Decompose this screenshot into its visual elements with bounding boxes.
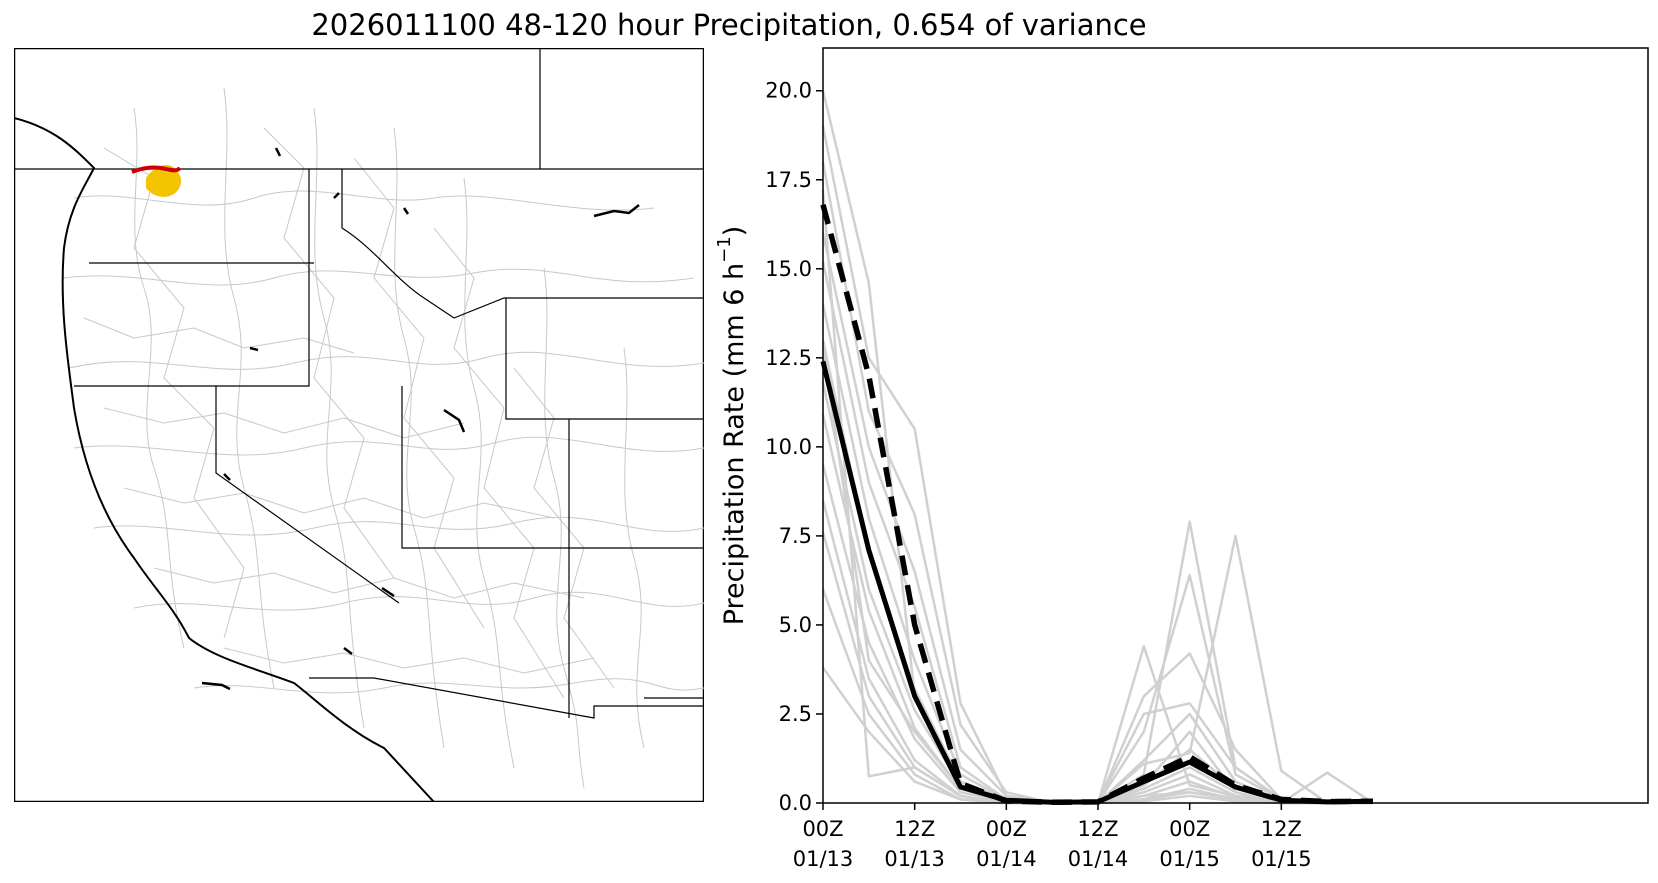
x-tick-label: 01/13 <box>884 847 945 871</box>
x-tick-label: 01/14 <box>976 847 1037 871</box>
y-axis-ticks: 0.0 2.5 5.0 7.5 10.0 12.5 15.0 17.5 20.0 <box>765 79 823 815</box>
y-tick-label: 0.0 <box>779 791 812 815</box>
highlighted-river <box>131 165 182 174</box>
series-line-member-06 <box>821 304 1373 805</box>
x-tick-label: 00Z <box>802 817 843 841</box>
y-axis-label: Precipitation Rate (mm 6 h−1) <box>714 226 750 626</box>
highlighted-basin-region <box>146 164 182 197</box>
y-axis-label-superscript: −1 <box>714 236 735 263</box>
plot-frame <box>822 47 1649 804</box>
map-frame <box>13 47 705 803</box>
y-axis-label-text: Precipitation Rate (mm 6 h <box>719 263 750 625</box>
y-tick-label: 15.0 <box>765 257 812 281</box>
y-tick-label: 2.5 <box>779 702 812 726</box>
x-tick-label: 12Z <box>1261 817 1302 841</box>
x-tick-label: 01/13 <box>793 847 854 871</box>
y-tick-label: 12.5 <box>765 346 812 370</box>
lakes <box>201 147 640 691</box>
x-tick-label: 12Z <box>894 817 935 841</box>
x-tick-label: 00Z <box>986 817 1027 841</box>
series-line-member-01 <box>821 90 1373 805</box>
y-axis-label-end: ) <box>719 226 750 237</box>
y-tick-label: 20.0 <box>765 79 812 103</box>
x-axis-ticks: 00Z 01/13 12Z 01/13 00Z 01/14 12Z 01/14 00Z 01/15… <box>793 803 1312 871</box>
x-tick-label: 12Z <box>1077 817 1118 841</box>
page-title: 2026011100 48-120 hour Precipitation, 0.… <box>311 8 1147 42</box>
western-us-map <box>13 47 705 803</box>
state-borders <box>14 48 704 719</box>
x-tick-label: 01/15 <box>1159 847 1220 871</box>
x-tick-label: 00Z <box>1169 817 1210 841</box>
highlighted-series-lines <box>820 203 1374 806</box>
coastline <box>13 117 435 803</box>
map-panel <box>13 47 705 803</box>
x-tick-label: 01/15 <box>1251 847 1312 871</box>
y-tick-label: 7.5 <box>779 524 812 548</box>
y-tick-label: 17.5 <box>765 168 812 192</box>
y-tick-label: 5.0 <box>779 613 812 637</box>
watershed-basins <box>63 87 705 789</box>
ensemble-member-lines <box>821 90 1374 805</box>
series-line-member-08 <box>821 382 1373 805</box>
y-tick-label: 10.0 <box>765 435 812 459</box>
x-tick-label: 01/14 <box>1068 847 1129 871</box>
series-line-observed <box>820 203 1374 806</box>
